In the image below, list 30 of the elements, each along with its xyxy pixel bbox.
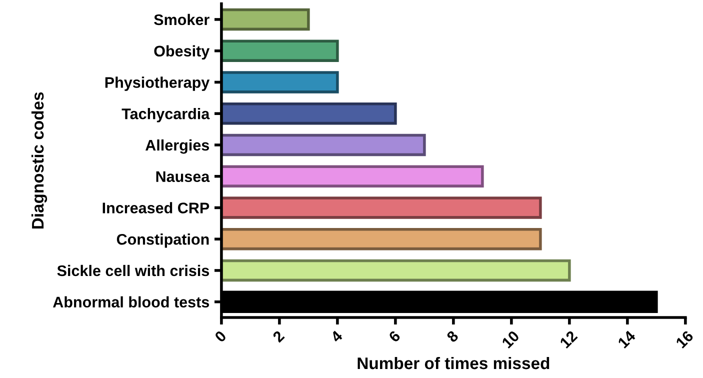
y-tick-label: Allergies: [145, 139, 210, 154]
y-tick-label: Increased CRP: [102, 202, 210, 214]
bar: [221, 102, 397, 125]
bar: [221, 8, 310, 31]
x-tick-label: 0: [214, 330, 227, 343]
y-axis-title: Diagnostic codes: [31, 92, 48, 229]
bar: [221, 228, 542, 250]
x-tick-label: 12: [559, 330, 578, 348]
bar: [221, 71, 339, 94]
bar: [221, 40, 339, 62]
y-tick-label: Abnormal blood tests: [53, 296, 210, 308]
x-tick-label: 4: [330, 330, 344, 343]
y-tick-label: Sickle cell with crisis: [57, 264, 210, 276]
bar: [221, 196, 542, 219]
y-tick-label: Constipation: [116, 234, 209, 248]
x-tick-label: 16: [675, 330, 694, 349]
y-tick-label: Smoker: [154, 14, 210, 26]
x-tick-label: 14: [617, 330, 636, 348]
x-tick-label: 2: [272, 330, 285, 343]
y-tick-label: Tachycardia: [122, 108, 210, 122]
x-tick-label: 8: [446, 330, 460, 343]
y-tick-label: Obesity: [154, 45, 210, 60]
y-tick-label: Physiotherapy: [105, 76, 210, 91]
x-axis-title: Number of times missed: [358, 356, 550, 370]
bar: [221, 134, 426, 156]
bar: [221, 259, 571, 282]
x-tick-label: 6: [388, 330, 401, 343]
x-tick-label: 10: [501, 330, 520, 349]
y-tick-label: Nausea: [156, 171, 210, 182]
bar: [221, 165, 484, 188]
